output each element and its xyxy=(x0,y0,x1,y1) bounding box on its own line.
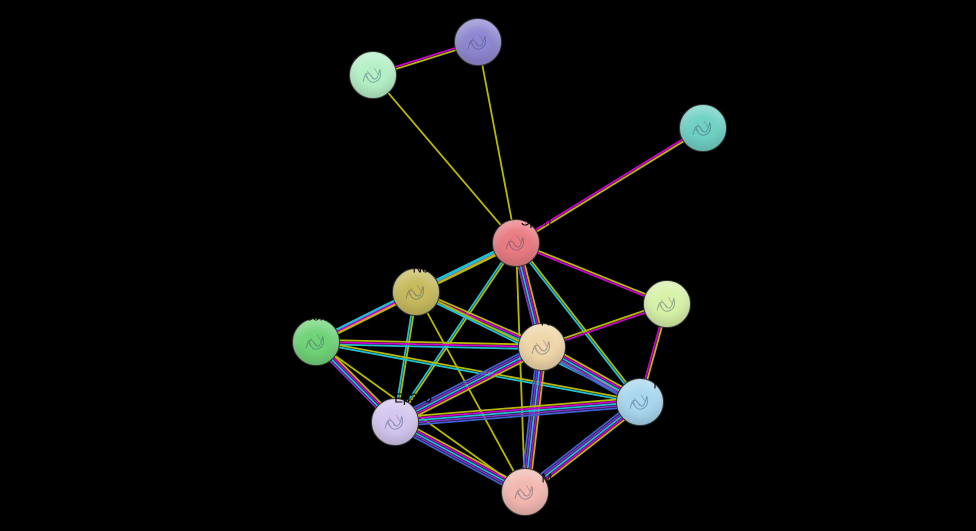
node-ncor2[interactable] xyxy=(392,268,440,316)
protein-structure-icon xyxy=(359,61,387,89)
edge-rbpj-ep300 xyxy=(396,349,543,424)
edge-spen-maml1 xyxy=(516,243,525,492)
node-ncor1[interactable] xyxy=(292,318,340,366)
node-label-ciz1: Ciz1 xyxy=(390,46,416,61)
node-notch1[interactable] xyxy=(616,378,664,426)
edge-ep300-notch1 xyxy=(395,404,640,424)
node-label-wtap: Wtap xyxy=(728,101,758,116)
protein-structure-icon xyxy=(689,114,717,142)
edge-ep300-notch1 xyxy=(395,402,640,422)
node-ciz1[interactable] xyxy=(349,51,397,99)
edge-ciz1-spen xyxy=(373,75,516,243)
node-label-msx2: Msx2 xyxy=(687,277,718,292)
protein-structure-icon xyxy=(653,290,681,318)
edge-ncor1-rbpj xyxy=(316,344,542,349)
node-maml1[interactable] xyxy=(501,468,549,516)
node-rbpj[interactable] xyxy=(518,323,566,371)
node-spen[interactable] xyxy=(492,219,540,267)
edge-ncor1-rbpj xyxy=(316,342,542,347)
protein-structure-icon xyxy=(511,478,539,506)
network-diagram: HnrnpkCiz1WtapSpenNcor2Msx2Ncor1RbpjEp30… xyxy=(0,0,976,531)
edge-ncor1-rbpj xyxy=(316,340,542,345)
edge-ep300-notch1 xyxy=(395,398,640,418)
edge-hnrnpk-spen xyxy=(478,42,516,243)
edge-ncor1-notch1 xyxy=(316,341,640,401)
node-label-hnrnpk: Hnrnpk xyxy=(497,15,539,30)
edge-ncor1-notch1 xyxy=(316,343,640,403)
edge-rbpj-ep300 xyxy=(397,351,544,426)
node-wtap[interactable] xyxy=(679,104,727,152)
edge-ncor2-maml1 xyxy=(416,292,525,492)
protein-structure-icon xyxy=(626,388,654,416)
edge-wtap-spen xyxy=(517,129,704,244)
protein-structure-icon xyxy=(302,328,330,356)
node-msx2[interactable] xyxy=(643,280,691,328)
protein-structure-icon xyxy=(502,229,530,257)
protein-structure-icon xyxy=(381,408,409,436)
edge-ep300-notch1 xyxy=(395,406,640,426)
node-hnrnpk[interactable] xyxy=(454,18,502,66)
protein-structure-icon xyxy=(464,28,492,56)
edge-rbpj-ep300 xyxy=(393,343,540,418)
protein-structure-icon xyxy=(528,333,556,361)
edge-wtap-spen xyxy=(515,127,702,242)
node-ep300[interactable] xyxy=(371,398,419,446)
protein-structure-icon xyxy=(402,278,430,306)
edge-ep300-notch1 xyxy=(395,400,640,420)
edge-spen-notch1 xyxy=(517,242,641,401)
edge-layer xyxy=(0,0,976,531)
edge-ncor1-maml1 xyxy=(316,342,525,492)
